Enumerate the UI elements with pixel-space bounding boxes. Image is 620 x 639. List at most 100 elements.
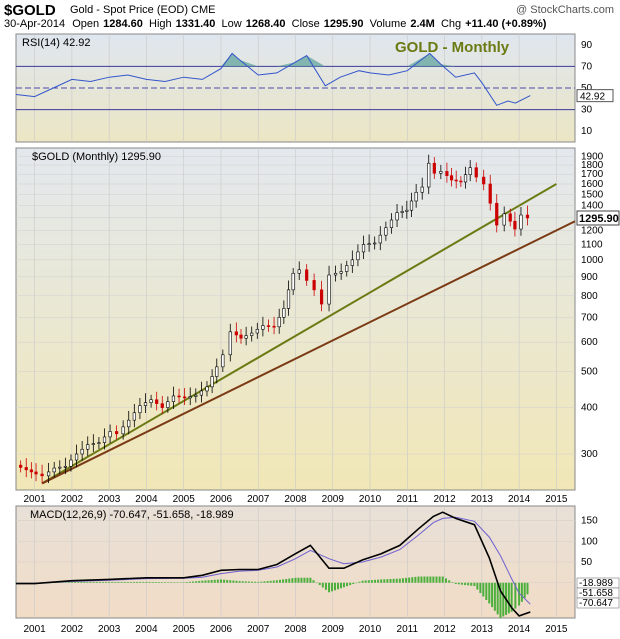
price-candle-body [459, 180, 463, 183]
macd-histogram-bar [454, 582, 457, 584]
macd-x-tick-label: 2005 [173, 624, 196, 635]
macd-histogram-bar [213, 579, 216, 583]
price-candle-body [205, 386, 209, 392]
price-candle-body [277, 317, 281, 328]
macd-histogram-bar [303, 577, 306, 583]
price-x-tick-label: 2012 [433, 494, 456, 505]
price-candle-body [19, 464, 23, 468]
price-x-tick-label: 2002 [61, 494, 84, 505]
price-x-tick-label: 2008 [284, 494, 307, 505]
price-current-tag [576, 210, 620, 226]
price-candle-body [508, 213, 512, 222]
high-label: High [149, 18, 172, 30]
rsi-y-tick-label: 50 [581, 83, 593, 94]
price-legend: $GOLD (Monthly) 1295.90 [32, 151, 161, 163]
chart-header: $GOLD Gold - Spot Price (EOD) CME @ Stoc… [0, 0, 620, 34]
price-candle-body [228, 331, 232, 356]
macd-histogram-bar [510, 582, 513, 612]
price-y-tick-label: 500 [581, 367, 598, 378]
grid [16, 34, 575, 618]
price-x-tick-label: 2015 [545, 494, 568, 505]
macd-histogram-bar [80, 581, 83, 583]
macd-histogram-bar [364, 580, 367, 583]
macd-histogram-bar [306, 577, 309, 583]
price-candle-body [420, 186, 424, 193]
price-candle-body [305, 269, 309, 281]
price-candle-body [333, 272, 338, 276]
rsi-y-tick-label: 10 [581, 126, 593, 137]
price-candle-body [58, 466, 62, 469]
macd-histogram-bar [324, 582, 327, 590]
macd-histogram-bar [77, 581, 80, 583]
macd-histogram-bar [383, 579, 386, 583]
price-candle-body [160, 403, 164, 408]
price-y-tick-label: 300 [581, 449, 598, 460]
macd-histogram-bar [58, 582, 61, 583]
macd-histogram-bar [291, 578, 294, 583]
price-candle-body [291, 272, 295, 291]
open-value: 1284.60 [103, 18, 143, 30]
macd-x-tick-label: 2003 [98, 624, 121, 635]
price-candle-body [86, 444, 90, 450]
price-candle-body [132, 412, 136, 421]
price-candle-body [34, 471, 38, 475]
price-candle-body [63, 465, 67, 468]
macd-histogram-bar [170, 582, 173, 583]
macd-y-tick-label: 100 [581, 536, 598, 547]
rsi-line [15, 52, 531, 106]
macd-histogram-bar [523, 582, 526, 599]
macd-histogram-bar [114, 581, 117, 583]
price-y-tick-label: 1000 [581, 255, 604, 266]
close-label: Close [291, 18, 320, 30]
price-x-tick-label: 2010 [359, 494, 382, 505]
macd-histogram-bar [120, 581, 123, 583]
macd-histogram-bar [263, 581, 266, 583]
price-candle-body [319, 289, 324, 305]
macd-histogram-bar [254, 581, 257, 583]
rsi-y-tick-label: 70 [581, 61, 593, 72]
macd-histogram-bar [405, 577, 408, 583]
macd-histogram-bar [238, 581, 241, 583]
price-candle-body [427, 162, 431, 188]
macd-histogram-bar [105, 581, 108, 583]
watermark[interactable]: @ StockCharts.com [516, 4, 614, 16]
price-candle-body [373, 242, 377, 245]
price-candle-body [367, 243, 371, 246]
price-candle-body [361, 244, 366, 253]
macd-histogram-bar [342, 582, 345, 588]
price-candle-body [215, 366, 219, 377]
macd-histogram-bar [392, 578, 395, 583]
price-candle-body [52, 467, 56, 473]
price-y-tick-label: 1500 [581, 189, 604, 200]
macd-histogram-bar [441, 576, 444, 583]
macd-histogram-bar [288, 578, 291, 583]
macd-histogram-bar [173, 582, 176, 583]
macd-histogram-bar [151, 581, 154, 583]
macd-current-label: -18.989 [579, 578, 613, 589]
macd-histogram-bar [476, 582, 479, 590]
price-candle-body [468, 167, 472, 175]
macd-histogram-bar [219, 579, 222, 583]
macd-histogram-bar [312, 580, 315, 583]
macd-histogram-bar [226, 579, 229, 583]
price-candle-body [395, 212, 399, 221]
price-candle-body [261, 325, 265, 330]
macd-histogram-bar [126, 581, 129, 583]
chart-annotation: GOLD - Monthly [395, 39, 510, 56]
macd-histogram-bar [201, 580, 204, 583]
macd-histogram-bar [83, 581, 86, 583]
chg-value: +11.40 (+0.89%) [465, 18, 547, 30]
macd-histogram-bar [136, 581, 139, 583]
rsi-current-label: 42.92 [580, 92, 605, 103]
macd-y-tick-label: 150 [581, 516, 598, 527]
macd-histogram-bar [86, 581, 89, 583]
price-x-tick-label: 2001 [24, 494, 47, 505]
macd-histogram-bar [380, 579, 383, 583]
macd-histogram-bar [367, 580, 370, 583]
price-candle-body [488, 183, 492, 204]
macd-histogram-bar [420, 576, 423, 583]
price-candle-body [108, 431, 112, 438]
price-candle-body [138, 405, 142, 414]
price-candle-body [454, 179, 458, 182]
macd-histogram-bar [275, 580, 278, 583]
